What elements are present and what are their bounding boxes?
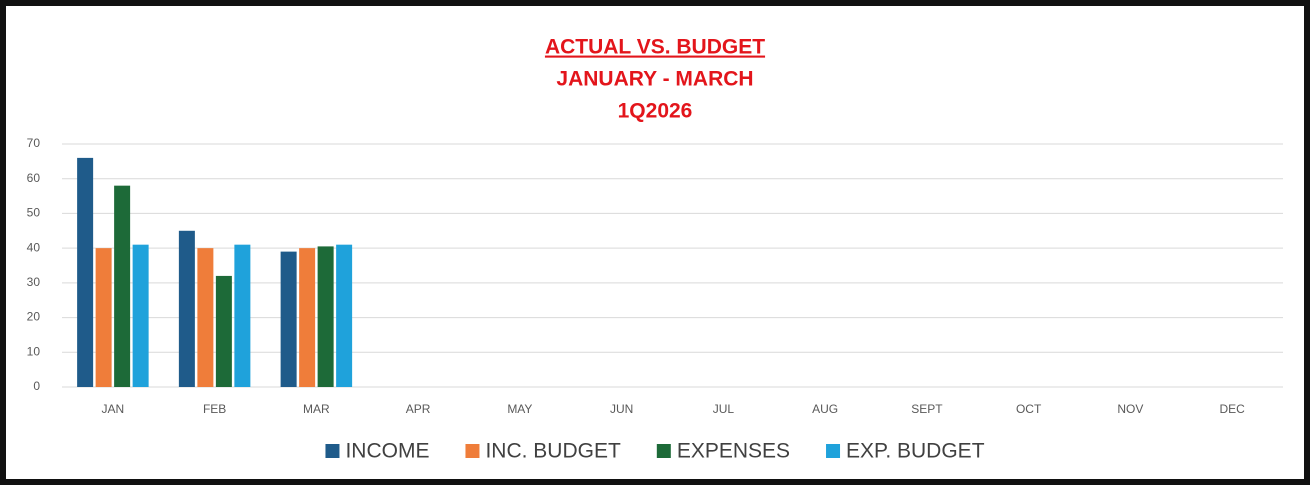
x-tick-label: OCT [1016,402,1042,416]
bar [95,248,112,387]
bar [299,248,316,387]
bar [178,230,195,387]
legend-swatch [656,444,671,458]
chart-subtitle: JANUARY - MARCH [556,68,753,91]
bar [215,275,232,387]
bar [197,248,214,387]
x-tick-label: JUL [713,402,735,416]
legend-swatch [826,444,841,458]
bar [114,185,131,387]
chart-title: ACTUAL VS. BUDGET [545,36,765,59]
legend-label: INCOME [345,440,429,463]
legend-label: EXPENSES [677,440,790,463]
y-tick-label: 20 [27,310,41,324]
x-tick-label: SEPT [911,402,943,416]
x-tick-label: FEB [203,402,226,416]
legend-label: INC. BUDGET [485,440,621,463]
legend-label: EXP. BUDGET [846,440,985,463]
bar [317,246,334,387]
chart-subtitle: 1Q2026 [618,100,693,123]
x-tick-label: JAN [102,402,125,416]
y-tick-label: 50 [27,206,41,220]
y-tick-label: 0 [33,379,40,393]
legend-swatch [465,444,480,458]
x-tick-label: DEC [1219,402,1245,416]
bar [336,244,353,387]
y-tick-label: 30 [27,275,41,289]
x-tick-label: JUN [610,402,633,416]
y-tick-label: 10 [27,344,41,358]
x-tick-label: NOV [1117,402,1143,416]
bar [280,251,297,387]
bar [234,244,251,387]
x-tick-label: MAR [303,402,330,416]
bar [132,244,149,387]
x-tick-label: APR [406,402,431,416]
y-tick-label: 40 [27,240,41,254]
x-tick-label: AUG [812,402,838,416]
y-tick-label: 60 [27,171,41,185]
legend-swatch [325,444,340,458]
y-tick-label: 70 [27,136,41,150]
bar [77,157,94,387]
x-tick-label: MAY [507,402,532,416]
